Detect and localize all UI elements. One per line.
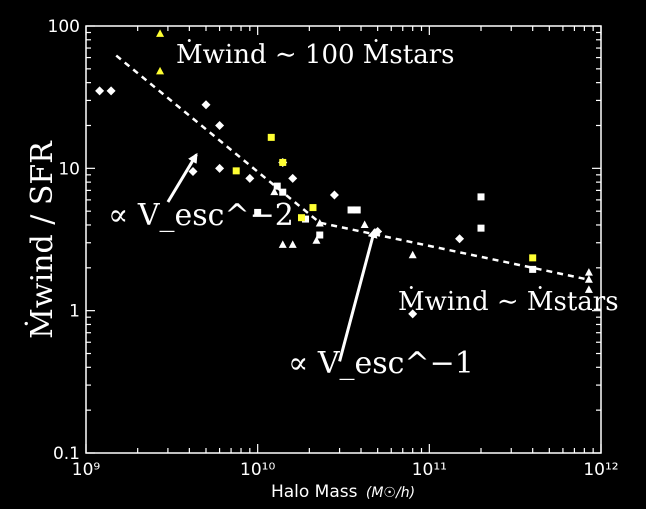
square-point [273, 182, 281, 190]
square-point [232, 167, 240, 175]
annotation-arrows [166, 152, 378, 362]
tick-labels: 10⁹ 10¹⁰ 10¹¹ 10¹² 100 10 1 0.1 [48, 17, 619, 480]
arrow [166, 152, 198, 203]
triangle-point [360, 220, 369, 228]
triangle-point [270, 187, 279, 196]
annotation-low-mass-loading: Ṁwind ∼ Ṁstars [398, 286, 619, 317]
square-point [477, 193, 485, 201]
square-point [347, 206, 355, 214]
diamond-point [215, 120, 225, 130]
x-tick-label: 10¹⁰ [240, 460, 275, 480]
square-point [297, 214, 305, 222]
data-points [95, 29, 593, 319]
diamond-point [95, 86, 105, 96]
triangle-point [408, 250, 417, 259]
diamond-point [201, 100, 211, 110]
square-point [316, 231, 324, 239]
x-tick-label: 10¹² [583, 460, 618, 480]
triangle-point [278, 240, 287, 248]
y-axis-label: Ṁwind / SFR [24, 140, 60, 339]
square-point [279, 188, 287, 196]
y-tick-label: 1 [69, 302, 80, 322]
y-tick-label: 10 [58, 159, 80, 179]
plot-frame [85, 25, 602, 454]
triangle-point [584, 268, 593, 276]
annotation-vesc-minus-2: ∝ V_esc^−2 [108, 198, 294, 233]
y-tick-label: 0.1 [53, 444, 80, 464]
x-axis-label: Halo Mass (M☉/h) [271, 482, 415, 502]
triangle-point [315, 218, 324, 227]
diamond-point [408, 309, 418, 319]
square-point [267, 133, 275, 141]
triangle-point [584, 275, 593, 283]
triangle-point [156, 66, 165, 75]
square-point [477, 224, 485, 232]
triangle-point [288, 240, 297, 248]
square-point [529, 254, 537, 262]
arrow [338, 227, 378, 362]
square-point [279, 158, 287, 166]
diamond-point [288, 173, 298, 183]
diamond-point [455, 234, 465, 244]
triangle-point [156, 29, 165, 37]
square-point [302, 215, 310, 223]
annotation-high-mass-loading: Ṁwind ∼ 100 Ṁstars [176, 39, 454, 70]
y-tick-label: 100 [48, 17, 80, 37]
annotation-vesc-minus-1: ∝ V_esc^−1 [288, 346, 474, 381]
x-tick-label: 10¹¹ [412, 460, 447, 480]
square-point [254, 208, 262, 216]
triangle-point [312, 236, 321, 244]
diamond-point [188, 167, 198, 177]
square-point [309, 204, 317, 212]
diamond-point [245, 173, 255, 183]
diamond-point [329, 190, 339, 200]
tick-marks [85, 25, 602, 454]
diamond-point [106, 86, 116, 96]
triangle-point [584, 285, 593, 293]
x-tick-label: 10⁹ [72, 460, 101, 480]
square-point [529, 265, 537, 273]
square-point [353, 206, 361, 214]
diamond-point [215, 163, 225, 173]
